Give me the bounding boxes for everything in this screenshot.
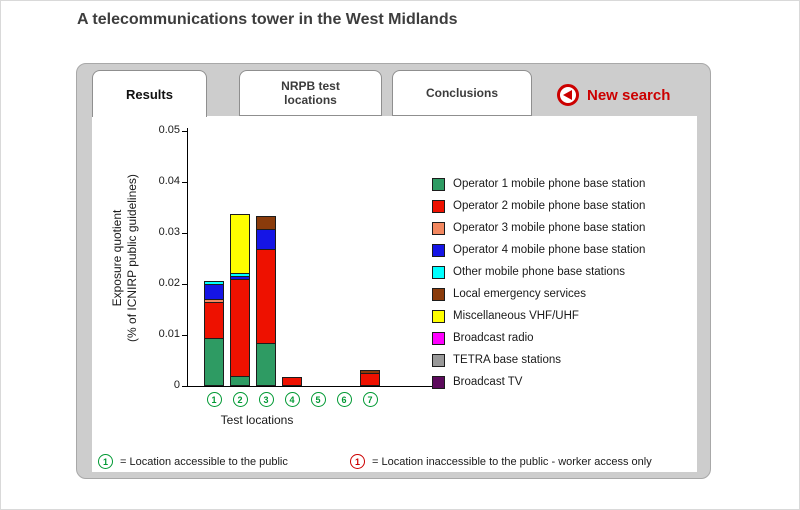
tab-conclusions-label: Conclusions (425, 86, 498, 100)
new-search-label: New search (587, 86, 671, 104)
bar-location-2 (230, 214, 250, 386)
bar-segment (256, 229, 276, 249)
legend-label: Operator 4 mobile phone base station (453, 244, 646, 256)
green-location-icon: 1 (98, 454, 113, 469)
results-panel: Results NRPB test locations Conclusions … (76, 63, 711, 479)
y-tick-mark (182, 233, 187, 234)
y-tick-label: 0.05 (158, 124, 180, 136)
y-tick-label: 0.03 (158, 226, 180, 238)
y-axis-line (187, 128, 188, 387)
bar-location-7 (360, 370, 380, 386)
footnote-worker-text: = Location inaccessible to the public - … (372, 455, 652, 468)
tab-conclusions[interactable]: Conclusions (392, 70, 532, 116)
legend-label: Broadcast TV (453, 376, 523, 388)
location-badge-2: 2 (232, 392, 248, 407)
y-axis-title: Exposure quotient (% of ICNIRP public gu… (110, 128, 142, 388)
legend: Operator 1 mobile phone base station Oper… (432, 173, 645, 393)
bar-segment (360, 373, 380, 386)
location-badge-4: 4 (284, 392, 300, 407)
bar-segment (204, 281, 224, 284)
legend-swatch (432, 353, 445, 367)
legend-item: Operator 4 mobile phone base station (432, 239, 645, 261)
legend-item: Operator 1 mobile phone base station (432, 173, 645, 195)
y-tick-label: 0.04 (158, 175, 180, 187)
footnote-public-text: = Location accessible to the public (120, 455, 288, 468)
legend-item: Operator 2 mobile phone base station (432, 195, 645, 217)
bar-segment (230, 279, 250, 376)
legend-item: Other mobile phone base stations (432, 261, 645, 283)
left-triangle-icon (562, 90, 572, 100)
bar-segment (230, 214, 250, 273)
x-axis-title: Test locations (220, 413, 294, 427)
y-tick-mark (182, 386, 187, 387)
legend-swatch (432, 287, 445, 301)
bar-segment (204, 338, 224, 386)
y-axis-title-line2: (% of ICNIRP public guidelines) (125, 174, 139, 342)
legend-swatch (432, 243, 445, 257)
legend-item: Local emergency services (432, 283, 645, 305)
bar-segment (230, 276, 250, 279)
legend-label: Operator 1 mobile phone base station (453, 178, 646, 190)
bar-location-4 (282, 377, 302, 386)
y-tick-label: 0.01 (158, 328, 180, 340)
bar-segment (256, 249, 276, 343)
tab-results[interactable]: Results (92, 70, 207, 117)
y-axis-title-line1: Exposure quotient (110, 209, 124, 307)
back-arrow-icon (557, 84, 579, 106)
legend-label: Miscellaneous VHF/UHF (453, 310, 579, 322)
legend-label: TETRA base stations (453, 354, 562, 366)
y-tick-label: 0 (173, 379, 180, 391)
location-badge-1: 1 (206, 392, 222, 407)
bar-segment (256, 216, 276, 229)
bar-segment (282, 377, 302, 386)
location-badge-6: 6 (336, 392, 352, 407)
tab-results-label: Results (126, 86, 173, 102)
legend-swatch (432, 331, 445, 345)
legend-item: Broadcast radio (432, 327, 645, 349)
tab-nrpb-label: NRPB test locations (281, 79, 340, 107)
bar-segment (360, 370, 380, 373)
legend-label: Other mobile phone base stations (453, 266, 625, 278)
x-axis-line (187, 386, 433, 387)
y-tick-mark (182, 182, 187, 183)
legend-swatch (432, 309, 445, 323)
legend-item: TETRA base stations (432, 349, 645, 371)
page-title: A telecommunications tower in the West M… (77, 11, 458, 28)
legend-swatch (432, 375, 445, 389)
legend-label: Local emergency services (453, 288, 586, 300)
new-search-button[interactable]: New search (557, 84, 670, 106)
red-location-icon: 1 (350, 454, 365, 469)
footnote-worker: 1 = Location inaccessible to the public … (350, 454, 652, 469)
y-tick-mark (182, 335, 187, 336)
legend-item: Operator 3 mobile phone base station (432, 217, 645, 239)
y-tick-label: 0.02 (158, 277, 180, 289)
legend-item: Broadcast TV (432, 371, 645, 393)
y-tick-mark (182, 284, 187, 285)
bar-segment (256, 343, 276, 386)
bar-segment (230, 273, 250, 276)
bar-location-3 (256, 216, 276, 386)
bar-location-1 (204, 281, 224, 386)
location-badge-5: 5 (310, 392, 326, 407)
location-badge-3: 3 (258, 392, 274, 407)
legend-swatch (432, 265, 445, 279)
legend-swatch (432, 177, 445, 191)
location-badge-7: 7 (362, 392, 378, 407)
legend-label: Broadcast radio (453, 332, 534, 344)
bar-segment (230, 376, 250, 386)
bar-segment (204, 299, 224, 302)
bar-segment (204, 284, 224, 299)
footnote-public: 1 = Location accessible to the public (98, 454, 288, 469)
legend-label: Operator 2 mobile phone base station (453, 200, 646, 212)
y-tick-mark (182, 131, 187, 132)
tab-nrpb-test-locations[interactable]: NRPB test locations (239, 70, 382, 116)
legend-label: Operator 3 mobile phone base station (453, 222, 646, 234)
legend-swatch (432, 221, 445, 235)
legend-item: Miscellaneous VHF/UHF (432, 305, 645, 327)
legend-swatch (432, 199, 445, 213)
chart-content: Exposure quotient (% of ICNIRP public gu… (92, 116, 697, 472)
bar-segment (204, 302, 224, 338)
